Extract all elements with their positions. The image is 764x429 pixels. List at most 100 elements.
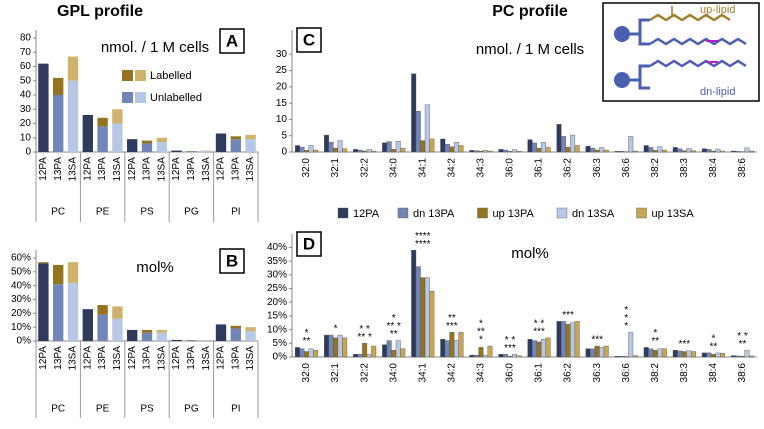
group-label: PE [96, 207, 110, 218]
significance: * [479, 335, 483, 346]
bar [749, 150, 755, 153]
x-tick-label: 32:2 [359, 158, 370, 178]
group-label: PI [231, 404, 240, 415]
bar [628, 332, 634, 358]
bar [453, 340, 459, 358]
bar [516, 151, 522, 153]
bar [661, 149, 667, 153]
bar [565, 323, 571, 358]
bar [614, 355, 620, 358]
bar-segment [171, 339, 182, 341]
bar [507, 151, 513, 153]
bar [313, 149, 319, 153]
bar [735, 355, 741, 358]
x-tick-label: 13PA [97, 157, 108, 181]
x-tick-label: 13SA [245, 157, 256, 182]
bar [362, 343, 368, 358]
significance: * [653, 328, 657, 339]
bar-segment [112, 109, 123, 124]
x-tick-label: 34:0 [388, 158, 399, 178]
bar [429, 291, 435, 358]
bar [720, 352, 725, 358]
bar-segment [245, 139, 256, 152]
backbone [630, 64, 650, 90]
y-tick-label: 20 [276, 81, 288, 92]
bar-segment [156, 332, 167, 341]
significance: ** [710, 342, 718, 353]
bar [623, 356, 629, 358]
legend-swatch [337, 207, 349, 219]
y-tick-label: 0 [281, 147, 287, 158]
bar-segment [245, 327, 256, 332]
bar [411, 73, 417, 153]
group-label: PG [184, 207, 199, 218]
bar-segment [141, 329, 153, 333]
bar [469, 150, 475, 153]
x-tick-label: 38:4 [708, 158, 719, 178]
x-tick-label: 34:1 [417, 363, 428, 383]
bar-segment [38, 63, 49, 152]
x-tick-label: 13SA [112, 157, 123, 182]
bar [628, 136, 634, 153]
significance: ** [477, 327, 485, 338]
bar-segment [230, 328, 241, 341]
significance: *** [679, 339, 691, 350]
bar [536, 341, 542, 358]
bar [730, 355, 736, 358]
significance: * [479, 319, 483, 330]
bar [391, 349, 397, 358]
bar [527, 139, 533, 153]
bar [371, 150, 377, 153]
bar [744, 349, 750, 358]
bar [603, 149, 609, 153]
bar-segment [97, 305, 108, 315]
bar [498, 149, 504, 153]
bar [342, 148, 348, 153]
significance: ** * [386, 321, 401, 332]
bar [294, 145, 300, 153]
bar-segment [67, 282, 79, 341]
bar [444, 143, 450, 153]
legend-label: Labelled [150, 70, 192, 82]
x-tick-label: 36:1 [534, 363, 545, 383]
bar-segment [156, 142, 167, 152]
bar [541, 339, 547, 358]
y-tick-label: 25% [267, 283, 287, 294]
x-tick-label: 13SA [201, 346, 212, 371]
bar [304, 351, 309, 358]
bar-segment [245, 331, 256, 341]
significance: * [711, 334, 715, 345]
significance: * [305, 328, 309, 339]
x-tick-label: 32:1 [330, 158, 341, 178]
bar [706, 149, 712, 153]
bar [353, 354, 359, 358]
bar [507, 355, 513, 358]
x-tick-label: 38:3 [679, 158, 690, 178]
x-tick-label: 13SA [245, 346, 256, 371]
y-tick-label: 5 [281, 130, 287, 141]
group-label: PG [184, 404, 199, 415]
bar [429, 138, 435, 153]
bar-segment [156, 137, 167, 143]
significance: ** * [357, 332, 372, 343]
panel-label-box [219, 28, 245, 54]
bar [294, 347, 300, 358]
chain [649, 13, 731, 22]
significance: * [334, 324, 338, 335]
bar [740, 355, 745, 358]
significance: * * [534, 318, 545, 329]
x-tick-label: 13PA [53, 346, 64, 370]
legend-swatch [636, 207, 647, 219]
bar [677, 148, 683, 153]
bar-segment [67, 80, 79, 152]
x-tick-label: 12PA [127, 157, 138, 181]
x-tick-label: 13PA [142, 346, 153, 370]
bar [565, 146, 571, 153]
bar [366, 149, 372, 153]
x-tick-label: 36:6 [621, 363, 632, 383]
bar [449, 146, 455, 153]
bar [652, 349, 658, 358]
legend-label: dn 13PA [413, 208, 455, 220]
bar [720, 150, 725, 153]
bar [652, 150, 658, 153]
